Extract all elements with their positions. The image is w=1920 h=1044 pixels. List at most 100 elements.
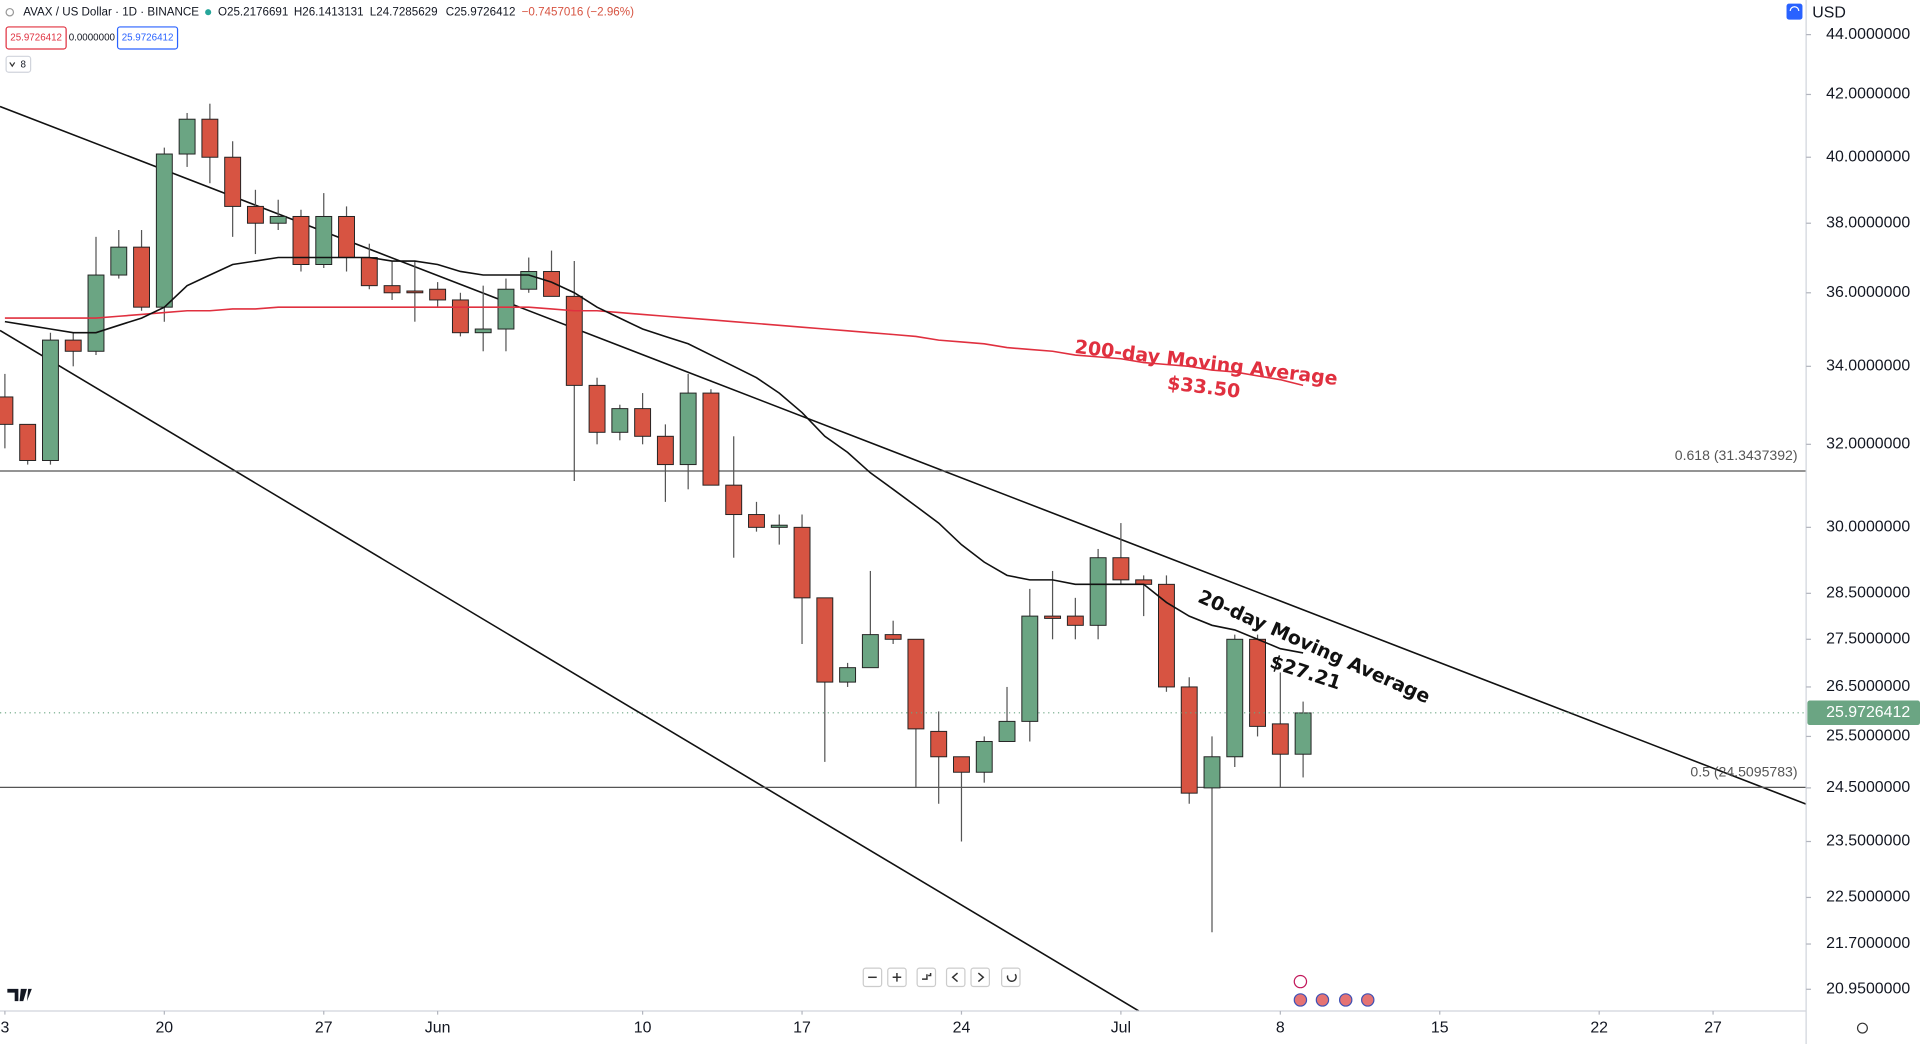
ohlc-low: L24.7285629: [370, 5, 438, 18]
candle-body: [1021, 615, 1039, 722]
event-icon[interactable]: [1338, 993, 1353, 1007]
reset[interactable]: [1001, 967, 1021, 988]
y-tick-label: 20.9500000: [1826, 980, 1910, 997]
candle-body: [383, 285, 401, 294]
y-tick-label: 24.5000000: [1826, 779, 1910, 796]
ask: 25.9726412: [122, 33, 174, 44]
settings[interactable]: [1856, 1022, 1868, 1034]
candle-body: [520, 271, 538, 290]
candle-body: [0, 396, 14, 425]
plot: 0.618 (31.3437392) 0.5 (24.5095783): [0, 103, 1807, 933]
candle-body: [953, 756, 970, 773]
x-tick-label: Jul: [1111, 1019, 1131, 1036]
spread: 0.0000000: [69, 33, 116, 44]
candle-body: [1271, 723, 1289, 755]
x-tick-label: 15: [1431, 1019, 1449, 1036]
candle-body: [770, 524, 788, 528]
candle-body: [679, 392, 697, 466]
currency-icon-glyph: [1789, 6, 1800, 12]
candle-body: [42, 339, 59, 461]
x-tick-label: 20: [155, 1019, 173, 1036]
chevron: [9, 62, 16, 68]
y-tick-label: 21.7000000: [1826, 935, 1910, 952]
price-tag: [1807, 700, 1920, 726]
scroll-left[interactable]: [945, 967, 966, 988]
x-tick-label: 8: [1276, 1019, 1285, 1036]
y-tick-label: 38.0000000: [1826, 214, 1910, 231]
y-tick-label: 26.5000000: [1826, 678, 1910, 695]
ohlc-close: C25.9726412: [446, 5, 516, 18]
candle-body: [1203, 756, 1221, 789]
trendline: [0, 329, 1140, 1012]
event-icon[interactable]: [1361, 993, 1375, 1007]
candle-body: [975, 740, 993, 773]
events: [1293, 974, 1375, 1007]
event-icon[interactable]: [1315, 993, 1330, 1007]
y-tick-label: 27.5000000: [1826, 630, 1910, 647]
y-tick-label: 34.0000000: [1826, 358, 1910, 375]
candle-body: [497, 288, 515, 330]
glyph: [892, 973, 902, 982]
candle-body: [64, 339, 82, 352]
candle-body: [656, 435, 674, 466]
candle-body: [748, 514, 765, 528]
moving-average: [4, 306, 1304, 387]
sell-box[interactable]: [5, 26, 67, 50]
candle-body: [133, 246, 150, 308]
y-tick-label: 40.0000000: [1826, 148, 1910, 165]
candle-body: [429, 288, 447, 301]
candle-body: [451, 299, 469, 334]
candle-body: [1112, 557, 1130, 581]
candle-body: [1044, 615, 1062, 619]
candle-body: [315, 215, 333, 265]
glyph: [977, 972, 985, 983]
x-tick-label: 22: [1590, 1019, 1608, 1036]
x-tick-label: 17: [793, 1019, 811, 1036]
x-tick-label: 3: [0, 1019, 9, 1036]
market-dot: [205, 9, 212, 16]
candle-body: [1226, 638, 1244, 758]
ohlc-change: −0.7457016 (−2.96%): [522, 5, 634, 18]
candle-body: [224, 156, 242, 207]
candle-body: [565, 295, 583, 386]
candle-body: [1249, 638, 1266, 727]
buy-box[interactable]: [116, 26, 179, 50]
candle-body: [588, 384, 606, 433]
y-tick-label: 32.0000000: [1826, 436, 1910, 453]
status-dot: [5, 7, 15, 17]
fib-level-label: 0.5 (24.5095783): [1690, 763, 1797, 779]
y-tick-label: 30.0000000: [1826, 519, 1910, 536]
candle-body: [1294, 712, 1312, 755]
candle-body: [292, 215, 310, 265]
candle-body: [338, 215, 355, 259]
candle-body: [725, 484, 743, 516]
y-tick-label: 23.5000000: [1826, 833, 1910, 850]
scroll-right[interactable]: [970, 967, 991, 988]
candle-body: [360, 257, 378, 287]
x-tick-label: Jun: [425, 1019, 451, 1036]
candle-body: [884, 634, 902, 640]
glyph: [922, 973, 932, 980]
ohlc-high: H26.1413131: [294, 5, 364, 18]
candle-body: [19, 423, 37, 461]
candle-body: [474, 328, 492, 334]
candle-body: [907, 638, 925, 730]
event-icon[interactable]: [1293, 974, 1308, 989]
y-tick-label: 36.0000000: [1826, 284, 1910, 301]
candle-body: [1089, 557, 1107, 626]
candle-body: [930, 730, 948, 758]
ohlc-open: O25.2176691: [218, 5, 288, 18]
y-tick-label: 25.5000000: [1826, 728, 1910, 745]
candle-body: [110, 246, 128, 276]
candle-body: [543, 271, 560, 297]
x-tick-label: 10: [634, 1019, 652, 1036]
indicators-toggle[interactable]: [5, 55, 32, 73]
bid: 25.9726412: [10, 33, 62, 44]
axes: 44.0000000 42.0000000 40.0000000 38.0000000…: [0, 26, 1920, 1036]
event-icon[interactable]: [1293, 993, 1308, 1007]
currency-icon[interactable]: [1786, 3, 1803, 20]
y-tick-label: 22.5000000: [1826, 889, 1910, 906]
x-tick-label: 27: [1704, 1019, 1722, 1036]
